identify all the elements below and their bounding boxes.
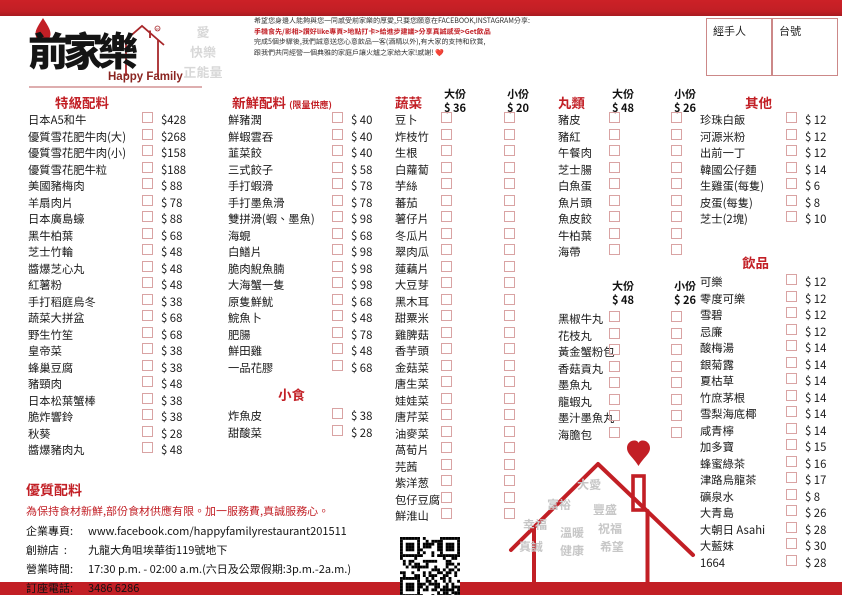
svg-text:前家樂: 前家樂 — [28, 20, 138, 78]
svg-text:R: R — [156, 27, 159, 31]
